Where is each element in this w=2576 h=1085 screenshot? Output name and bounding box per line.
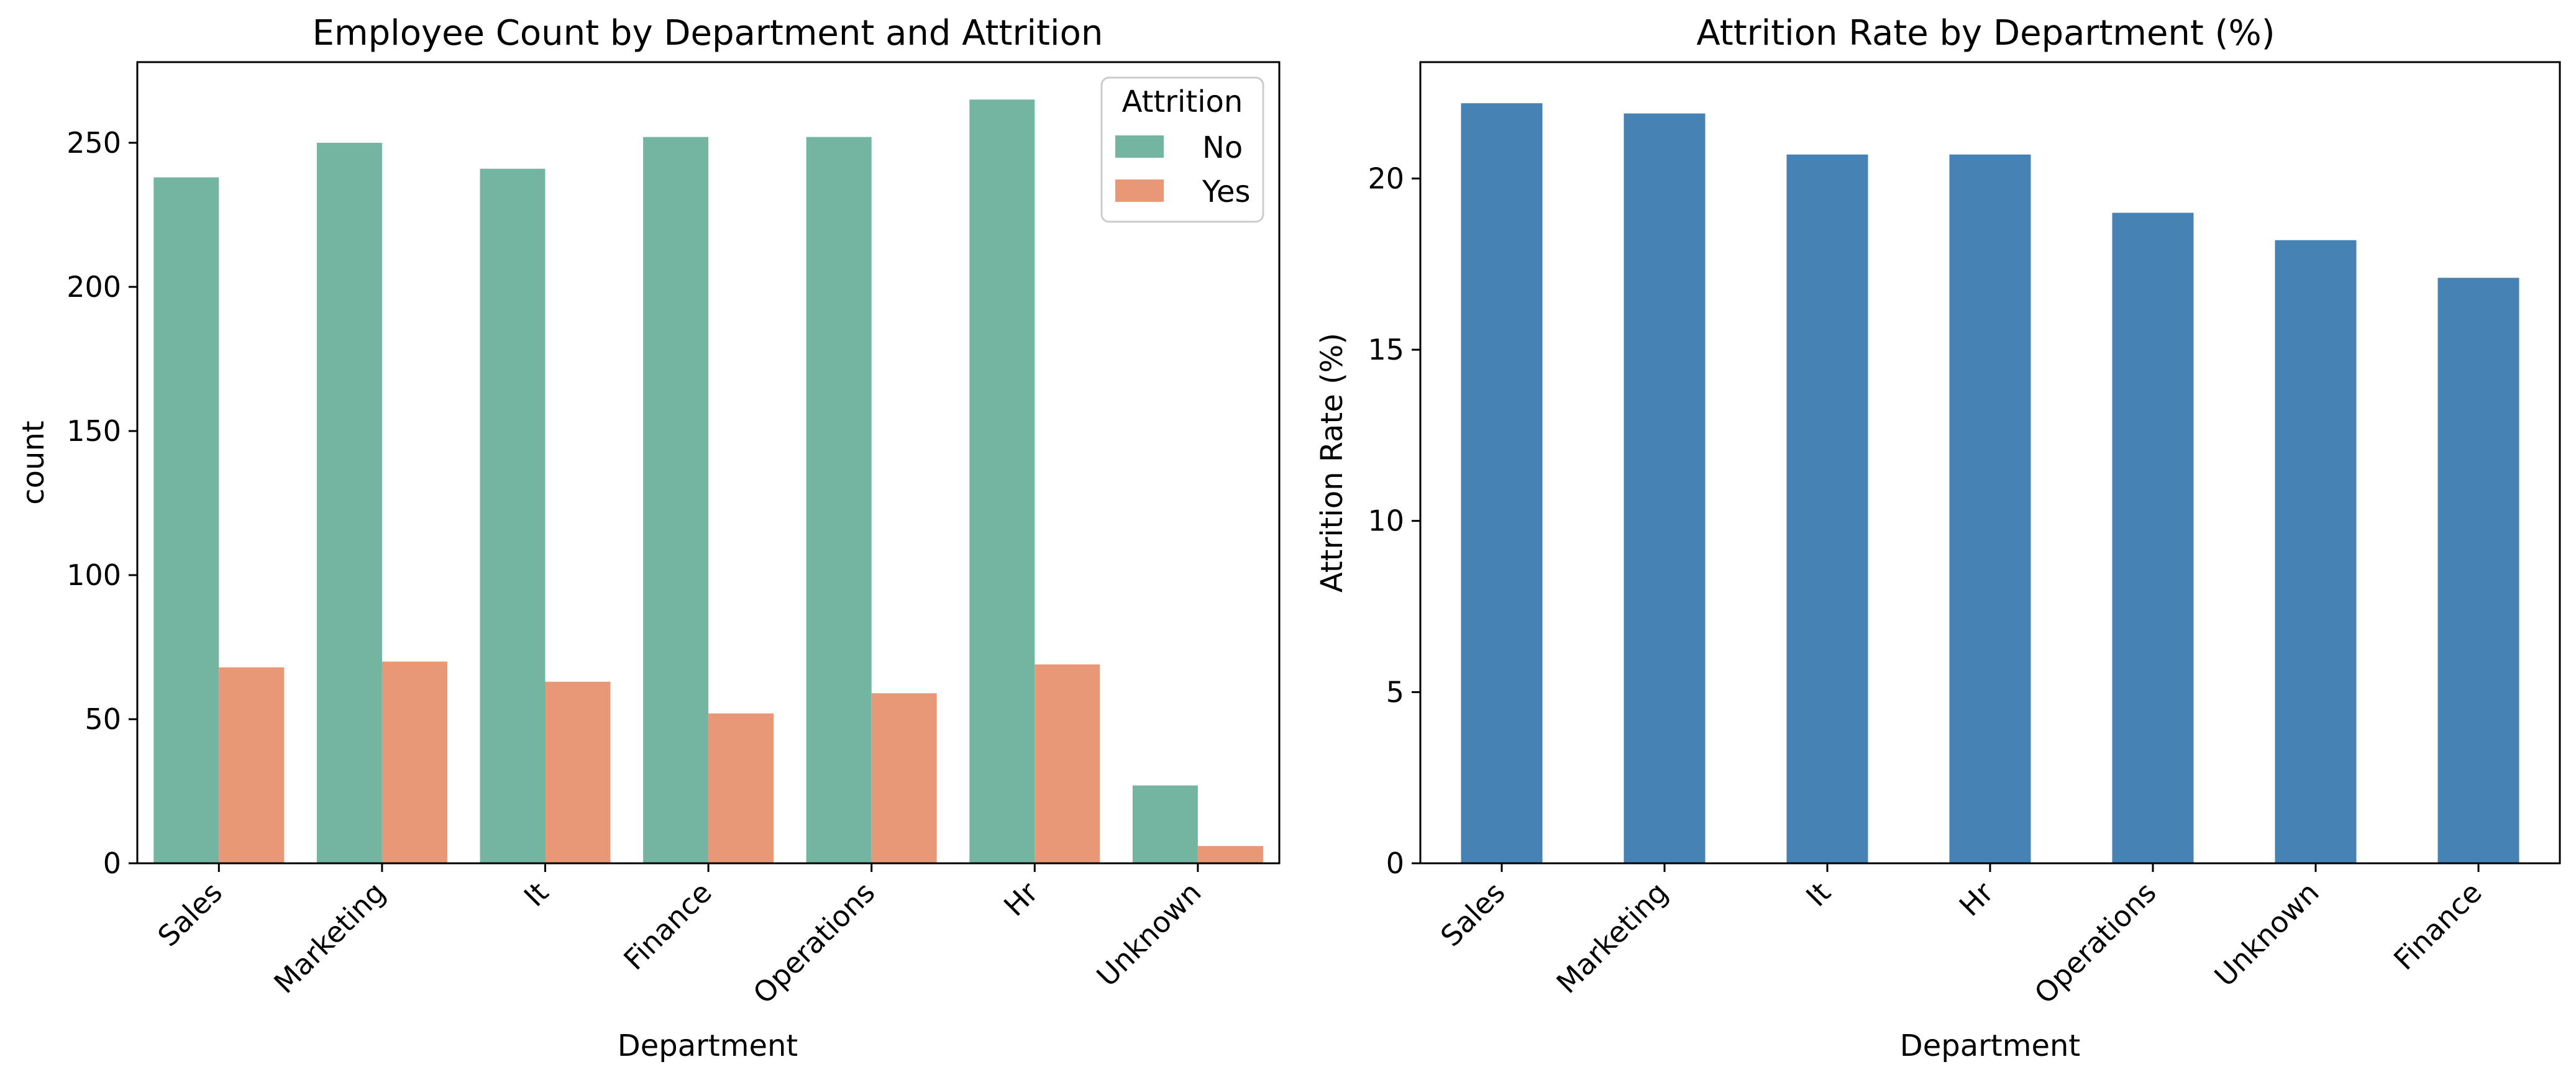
y-tick-label: 250 [66,126,121,160]
y-tick-label: 20 [1368,161,1404,195]
y-tick-label: 50 [84,702,121,736]
bar-operations [2112,212,2194,864]
bars-group [1461,103,2519,864]
y-tick-label: 0 [103,847,121,880]
plot-frame [136,61,1281,865]
bar-marketing-no [316,142,382,863]
bar-unknown-yes [1197,846,1263,863]
bar-finance [2437,278,2519,863]
x-axis-label: Department [618,1028,798,1063]
y-axis-label: Attrition Rate (%) [1315,333,1350,592]
bar-it-no [480,168,546,864]
y-tick-label: 150 [66,414,121,448]
legend-title: Attrition [1122,84,1243,119]
y-tick-label: 15 [1368,333,1404,366]
y-tick-label: 0 [1386,847,1404,880]
y-tick-label: 200 [66,270,121,304]
bar-sales [1461,103,1543,864]
y-tick-label: 5 [1386,675,1404,709]
legend-label-yes: Yes [1202,175,1250,209]
employee-count-chart: Employee Count by Department and Attriti… [16,13,1281,1063]
bar-sales-yes [219,667,285,863]
bar-hr-no [969,99,1035,863]
bar-unknown [2275,240,2357,863]
bar-hr-yes [1035,664,1100,863]
y-tick-label: 10 [1368,504,1404,538]
chart-title: Attrition Rate by Department (%) [1696,13,2275,53]
bar-marketing [1624,113,1706,864]
y-axis-ticks: 0 50 100 150 200 250 [66,126,137,880]
bar-it-yes [545,681,611,863]
bar-finance-yes [708,713,774,863]
bar-marketing-yes [381,661,447,863]
bar-unknown-no [1132,785,1198,863]
legend-swatch-yes [1115,179,1164,202]
chart-title: Employee Count by Department and Attriti… [313,13,1103,53]
plot-frame [1419,61,2561,865]
bar-operations-no [806,137,872,864]
y-tick-label: 100 [66,558,121,592]
bar-it [1786,154,1868,863]
attrition-rate-chart: Attrition Rate by Department (%) 0 5 10 15 2… [1315,13,2561,1063]
y-axis-label: count [16,420,51,504]
bar-operations-yes [871,693,937,863]
legend-swatch-no [1115,135,1164,158]
bar-finance-no [643,137,709,864]
bar-hr [1949,154,2031,863]
x-axis-label: Department [1900,1028,2080,1063]
bars-group [153,99,1263,864]
legend-label-no: No [1202,130,1243,165]
y-axis-ticks: 0 5 10 15 20 [1368,161,1420,880]
bar-sales-no [153,177,219,864]
legend: Attrition No Yes [1100,76,1264,223]
